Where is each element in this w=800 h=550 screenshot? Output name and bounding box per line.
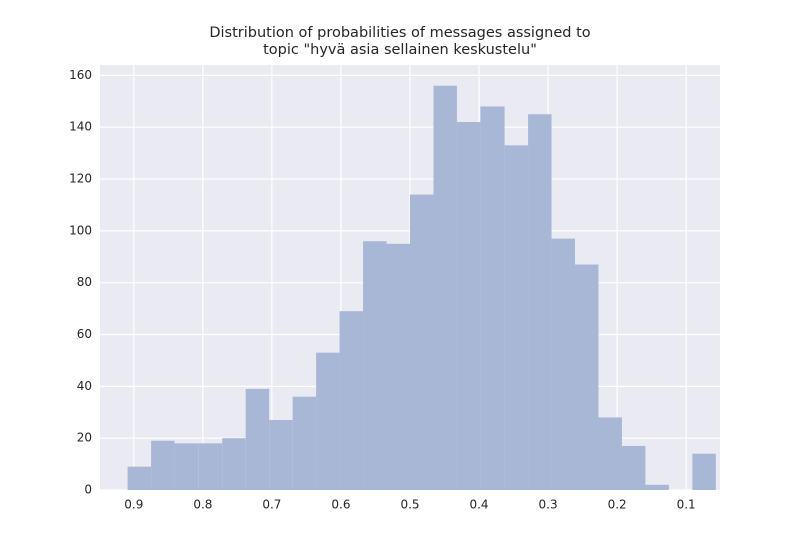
bar bbox=[551, 238, 576, 490]
bar bbox=[410, 194, 434, 490]
y-tick-label: 160 bbox=[69, 68, 92, 82]
chart-title: Distribution of probabilities of message… bbox=[209, 25, 591, 58]
x-tick-label: 0.6 bbox=[331, 498, 350, 512]
x-tick-label: 0.8 bbox=[193, 498, 212, 512]
bar bbox=[598, 417, 622, 490]
bar bbox=[386, 243, 410, 490]
bar bbox=[174, 443, 199, 490]
bar bbox=[222, 438, 246, 490]
x-tick-label: 0.1 bbox=[677, 498, 696, 512]
bar bbox=[245, 388, 270, 490]
labels: 0 20 40 60 80 100 120 140 160 0.9 0.8 0.7 0.6 0.5 0.4 0… bbox=[69, 68, 696, 512]
bar bbox=[363, 241, 387, 490]
y-tick-label: 100 bbox=[69, 223, 92, 237]
bar bbox=[269, 420, 293, 490]
x-tick-label: 0.5 bbox=[400, 498, 419, 512]
y-tick-label: 20 bbox=[77, 431, 92, 445]
y-tick-label: 40 bbox=[77, 379, 92, 393]
bar bbox=[127, 466, 152, 490]
bars bbox=[127, 85, 716, 491]
x-tick-label: 0.3 bbox=[539, 498, 558, 512]
y-tick-label: 60 bbox=[77, 327, 92, 341]
bar bbox=[621, 445, 646, 490]
bar bbox=[316, 352, 340, 490]
y-tick-label: 140 bbox=[69, 120, 92, 134]
x-tick-label: 0.4 bbox=[469, 498, 488, 512]
bar bbox=[528, 114, 552, 491]
bar bbox=[692, 453, 716, 490]
x-tick-label: 0.7 bbox=[262, 498, 281, 512]
bar bbox=[151, 440, 175, 490]
bar bbox=[433, 85, 457, 491]
x-tick-label: 0.2 bbox=[608, 498, 627, 512]
y-tick-label: 0 bbox=[84, 483, 92, 497]
bar bbox=[575, 264, 599, 490]
bar bbox=[480, 106, 505, 491]
bar bbox=[198, 443, 223, 490]
x-tick-label: 0.9 bbox=[124, 498, 143, 512]
bar bbox=[292, 396, 317, 490]
bar bbox=[456, 122, 481, 490]
y-tick-label: 80 bbox=[77, 275, 92, 289]
bar bbox=[504, 145, 529, 490]
bar bbox=[645, 484, 669, 490]
y-tick-label: 120 bbox=[69, 172, 92, 186]
bar bbox=[339, 311, 364, 490]
